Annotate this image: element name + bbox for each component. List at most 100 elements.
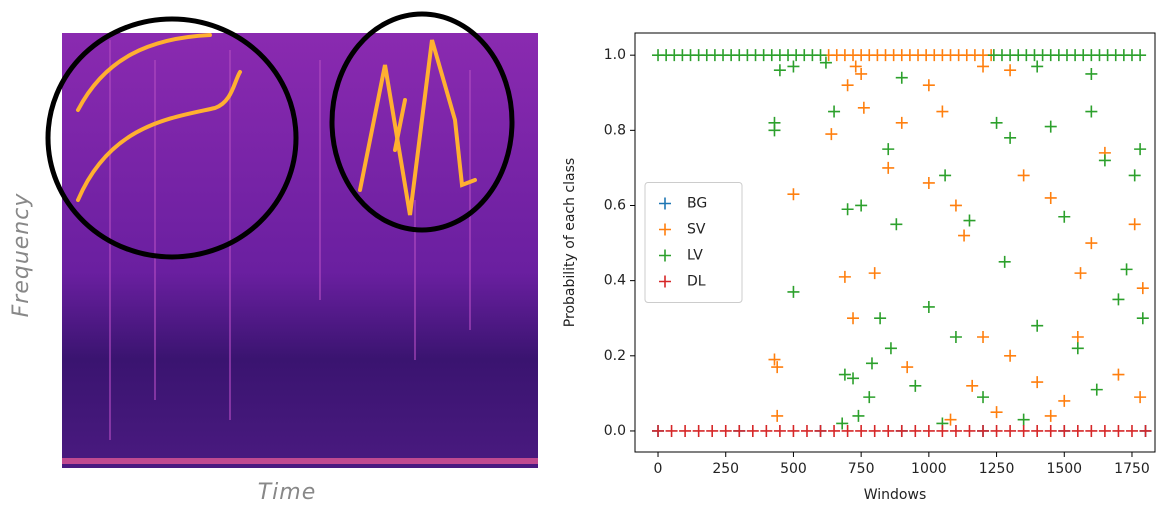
- x-tick-label: 1000: [911, 461, 947, 477]
- marker: [963, 424, 976, 437]
- marker: [1090, 383, 1103, 396]
- marker: [1044, 409, 1057, 422]
- marker: [787, 60, 800, 73]
- marker: [1128, 218, 1141, 231]
- marker: [733, 424, 746, 437]
- marker: [1017, 413, 1030, 426]
- marker: [855, 67, 868, 80]
- marker: [1031, 319, 1044, 332]
- spectrogram: Time Frequency: [9, 11, 538, 505]
- marker: [977, 60, 990, 73]
- marker: [771, 361, 784, 374]
- x-axis-label: Windows: [864, 487, 927, 503]
- y-tick-label: 0.2: [604, 348, 626, 364]
- marker: [814, 49, 827, 62]
- marker: [868, 267, 881, 280]
- marker: [958, 229, 971, 242]
- marker: [841, 203, 854, 216]
- marker: [895, 424, 908, 437]
- x-tick-label: 1750: [1114, 461, 1150, 477]
- legend-marker: [659, 275, 671, 288]
- marker: [825, 128, 838, 141]
- marker: [760, 424, 773, 437]
- legend: BG SV LV DL: [644, 182, 743, 303]
- marker: [1074, 267, 1087, 280]
- marker: [922, 79, 935, 92]
- marker: [895, 116, 908, 129]
- marker: [884, 342, 897, 355]
- marker: [936, 105, 949, 118]
- marker: [909, 379, 922, 392]
- marker: [863, 391, 876, 404]
- marker: [771, 409, 784, 422]
- legend-label: BG: [687, 196, 707, 212]
- legend-marker: [659, 249, 671, 262]
- marker: [1098, 424, 1111, 437]
- marker: [1085, 424, 1098, 437]
- y-tick-label: 0.6: [604, 197, 626, 213]
- marker: [828, 424, 841, 437]
- marker: [1125, 424, 1138, 437]
- marker: [1112, 424, 1125, 437]
- marker: [1134, 391, 1147, 404]
- marker: [909, 424, 922, 437]
- marker: [857, 101, 870, 114]
- marker: [1134, 49, 1147, 62]
- marker: [768, 353, 781, 366]
- marker: [1071, 342, 1084, 355]
- marker: [1112, 293, 1125, 306]
- marker: [773, 64, 786, 77]
- marker: [819, 56, 832, 69]
- marker: [949, 424, 962, 437]
- plot-frame: [634, 32, 1156, 453]
- marker: [855, 199, 868, 212]
- marker: [882, 424, 895, 437]
- marker: [895, 71, 908, 84]
- marker: [874, 312, 887, 325]
- legend-marker: [659, 223, 671, 236]
- marker: [1098, 154, 1111, 167]
- marker: [828, 105, 841, 118]
- x-tick-label: 1500: [1046, 461, 1082, 477]
- marker: [882, 161, 895, 174]
- marker: [922, 424, 935, 437]
- legend-box: [644, 182, 743, 303]
- marker: [963, 214, 976, 227]
- marker: [1120, 263, 1133, 276]
- marker: [787, 285, 800, 298]
- marker: [990, 424, 1003, 437]
- marker: [882, 143, 895, 156]
- marker: [998, 255, 1011, 268]
- y-axis-label: Probability of each class: [562, 158, 578, 327]
- marker: [814, 424, 827, 437]
- marker: [787, 424, 800, 437]
- x-tick-label: 500: [780, 461, 807, 477]
- legend-label: LV: [687, 248, 703, 264]
- marker: [1044, 191, 1057, 204]
- marker: [1058, 210, 1071, 223]
- marker: [1128, 169, 1141, 182]
- marker: [1071, 331, 1084, 344]
- marker: [1071, 424, 1084, 437]
- marker: [1031, 424, 1044, 437]
- marker: [838, 270, 851, 283]
- marker: [890, 218, 903, 231]
- x-axis-label: Time: [258, 480, 317, 505]
- marker: [768, 124, 781, 137]
- marker: [949, 331, 962, 344]
- marker: [936, 424, 949, 437]
- marker: [746, 424, 759, 437]
- spectrogram-calls: [76, 33, 477, 216]
- marker: [944, 413, 957, 426]
- marker: [855, 424, 868, 437]
- marker: [1044, 120, 1057, 133]
- marker: [949, 199, 962, 212]
- spectrogram-image: [62, 33, 538, 468]
- marker: [847, 312, 860, 325]
- marker: [977, 331, 990, 344]
- marker: [836, 417, 849, 430]
- x-tick-label: 750: [848, 461, 875, 477]
- x-tick-label: 0: [654, 461, 663, 477]
- marker: [692, 424, 705, 437]
- marker: [838, 368, 851, 381]
